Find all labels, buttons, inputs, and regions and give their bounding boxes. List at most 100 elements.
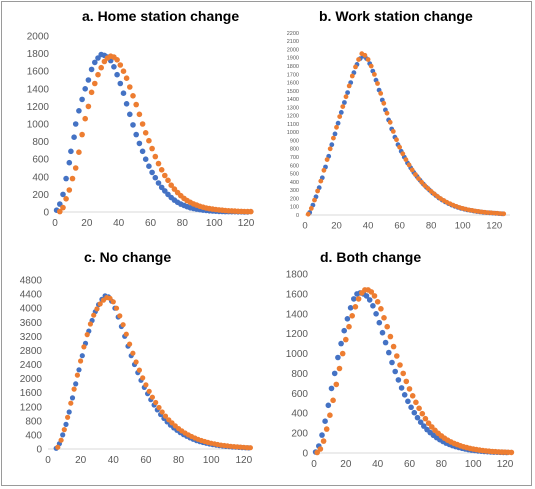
y-tick-label: 800 (32, 137, 49, 148)
data-point-orange (381, 315, 387, 321)
data-point-orange (374, 299, 381, 305)
data-point-orange (413, 399, 419, 406)
y-tick-label: 500 (290, 172, 299, 178)
data-point-orange (371, 293, 378, 299)
x-tick-label: 60 (145, 218, 157, 229)
data-point-blue (344, 316, 351, 322)
y-tick-label: 1500 (287, 89, 299, 95)
data-point-blue (319, 432, 325, 438)
data-point-orange (349, 313, 356, 319)
y-tick-label: 1200 (286, 329, 309, 340)
data-point-orange (409, 167, 415, 173)
data-point-orange (397, 144, 402, 150)
data-point-blue (363, 293, 370, 299)
data-point-orange (305, 211, 311, 217)
data-point-orange (343, 94, 349, 100)
y-tick-label: 800 (290, 147, 299, 153)
data-point-blue (92, 59, 98, 66)
data-point-blue (85, 77, 92, 83)
data-point-orange (378, 306, 384, 312)
data-point-orange (247, 445, 253, 451)
data-point-orange (72, 165, 79, 171)
data-point-blue (338, 340, 344, 347)
data-point-blue (155, 180, 162, 186)
data-point-orange (152, 153, 159, 160)
y-tick-label: 200 (291, 429, 308, 440)
data-point-blue (331, 370, 338, 377)
y-tick-label: 0 (302, 449, 308, 460)
panel-a-title: a. Home station change (82, 8, 240, 24)
data-point-orange (155, 160, 162, 167)
data-point-orange (336, 365, 343, 372)
data-point-orange (65, 414, 71, 420)
data-point-orange (133, 359, 139, 365)
y-tick-label: 1400 (287, 97, 299, 103)
data-point-orange (416, 176, 421, 182)
data-point-blue (370, 303, 376, 309)
data-point-orange (419, 410, 426, 417)
data-point-orange (120, 322, 126, 328)
data-point-orange (334, 124, 339, 130)
data-point-blue (366, 297, 373, 303)
panel-d-plot: 0 200 400 600 800 1000 1200 1400 1600 1800 0 20 40 60… (286, 270, 515, 470)
data-point-blue (338, 110, 344, 115)
data-point-orange (91, 312, 97, 318)
data-point-orange (130, 93, 136, 99)
data-point-orange (136, 111, 143, 118)
y-tick-label: 600 (32, 155, 49, 166)
y-tick-label: 1000 (287, 130, 299, 136)
data-point-orange (390, 343, 397, 350)
data-point-orange (162, 172, 168, 179)
data-point-orange (66, 187, 73, 193)
y-tick-label: 2000 (20, 374, 43, 385)
x-tick-label: 80 (177, 218, 189, 229)
data-point-orange (98, 64, 104, 71)
data-point-orange (142, 130, 149, 136)
data-point-blue (376, 319, 383, 326)
data-point-orange (406, 162, 412, 168)
data-point-orange (318, 178, 324, 184)
data-point-blue (63, 421, 69, 427)
y-tick-label: 1800 (27, 49, 50, 60)
data-point-orange (356, 57, 361, 62)
data-point-orange (349, 73, 355, 79)
data-point-orange (123, 331, 129, 337)
data-point-blue (329, 142, 335, 148)
y-tick-label: 1400 (27, 84, 50, 95)
data-point-orange (165, 177, 171, 184)
data-point-orange (71, 386, 77, 392)
data-point-blue (401, 392, 408, 398)
data-point-blue (76, 108, 82, 114)
y-tick-label: 400 (291, 409, 308, 420)
data-point-orange (146, 388, 152, 394)
data-point-orange (403, 157, 409, 163)
y-tick-label: 200 (290, 196, 299, 202)
y-tick-label: 400 (32, 172, 49, 183)
data-point-blue (342, 100, 347, 105)
data-point-blue (117, 80, 124, 87)
data-point-orange (110, 299, 116, 305)
data-point-blue (120, 90, 127, 96)
y-tick-label: 4800 (20, 276, 43, 287)
data-point-orange (308, 206, 314, 211)
data-point-orange (355, 296, 362, 302)
data-point-blue (414, 414, 421, 421)
y-tick-label: 0 (36, 445, 42, 456)
x-tick-label: 40 (113, 218, 125, 229)
data-point-orange (82, 115, 88, 122)
data-point-blue (351, 296, 357, 302)
data-point-blue (133, 131, 139, 138)
data-point-orange (425, 186, 431, 191)
y-tick-label: 1800 (287, 64, 299, 70)
x-tick-label: 120 (238, 218, 255, 229)
data-point-orange (58, 437, 64, 443)
data-point-orange (315, 188, 320, 194)
y-tick-label: 900 (290, 138, 299, 144)
y-tick-label: 700 (290, 155, 299, 161)
data-point-orange (114, 57, 120, 63)
y-tick-label: 1200 (27, 102, 50, 113)
panel-c-title: c. No change (84, 249, 172, 265)
data-point-blue (389, 359, 395, 366)
data-point-orange (403, 378, 410, 385)
